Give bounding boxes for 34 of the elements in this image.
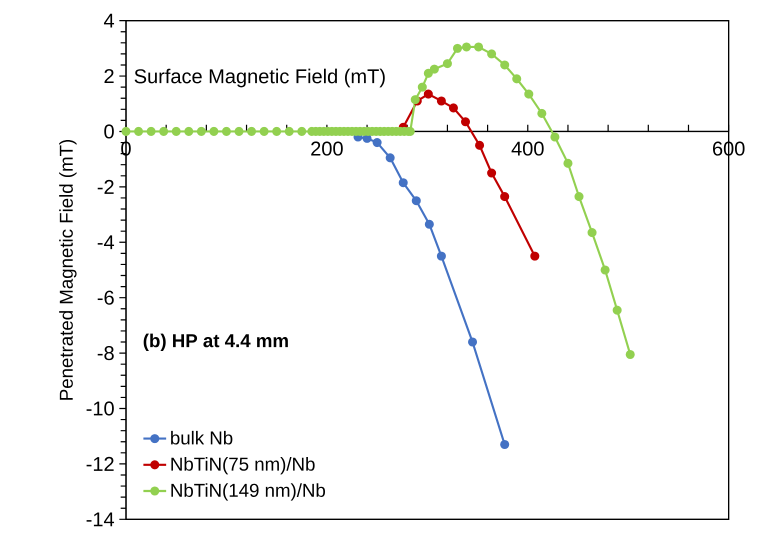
point: [475, 140, 484, 150]
legend-label: bulk Nb: [171, 430, 232, 445]
x-tick-label: 400: [512, 142, 544, 156]
point: [412, 196, 421, 206]
point: [436, 96, 446, 106]
point: [372, 138, 382, 148]
y-tick-label: -2: [98, 180, 114, 194]
y-tick-label: -4: [98, 235, 114, 250]
point: [448, 103, 458, 112]
point: [500, 192, 510, 202]
point: [424, 90, 433, 99]
point: [424, 220, 434, 229]
point: [468, 337, 478, 347]
point: [460, 117, 470, 126]
point: [530, 252, 540, 261]
y-tick-label: -14: [86, 512, 114, 526]
annotation: (b) HP at 4.4 mm: [144, 334, 288, 351]
point: [386, 153, 395, 162]
y-axis-title: Penetrated Magnetic Field (mT): [59, 140, 77, 400]
point: [487, 168, 496, 178]
point: [500, 440, 510, 450]
y-tick-label: 4: [104, 14, 114, 28]
point: [398, 178, 408, 188]
y-tick-label: -12: [86, 456, 114, 471]
legend-label: NbTiN(75 nm)/Nb: [171, 457, 315, 474]
y-tick-label: -10: [86, 401, 114, 416]
point: [436, 252, 446, 261]
y-tick-label: 2: [104, 69, 114, 84]
legend-label: NbTiN(149 nm)/Nb: [171, 483, 326, 501]
x-axis-title: Surface Magnetic Field (mT): [134, 68, 385, 88]
y-tick-label: 0: [104, 124, 114, 139]
y-tick-label: -8: [98, 346, 114, 360]
x-tick-label: 200: [311, 142, 343, 156]
y-tick-label: -6: [98, 290, 114, 305]
